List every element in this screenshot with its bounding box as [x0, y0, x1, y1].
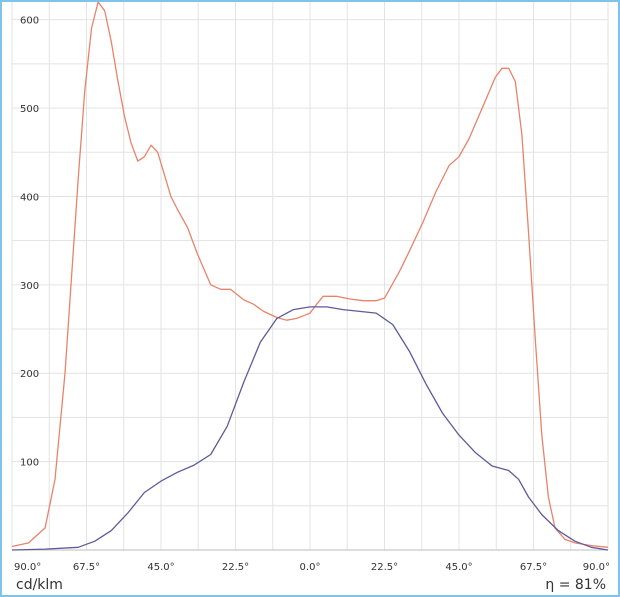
- y-tick-label: 500: [20, 104, 39, 115]
- x-tick-label: 45.0°: [445, 562, 472, 573]
- x-tick-label: 67.5°: [520, 562, 547, 573]
- series-line-2: [11, 306, 609, 551]
- unit-label: cd/klm: [16, 577, 63, 593]
- x-tick-label: 67.5°: [73, 562, 100, 573]
- x-tick-label: 0.0°: [300, 562, 321, 573]
- efficiency-label: η = 81%: [545, 577, 606, 593]
- series-line-1: [11, 2, 609, 548]
- y-tick-label: 400: [20, 192, 39, 203]
- x-tick-label: 22.5°: [371, 562, 398, 573]
- x-tick-label: 90.0°: [14, 562, 41, 573]
- y-tick-label: 300: [20, 281, 39, 292]
- x-tick-label: 45.0°: [147, 562, 174, 573]
- x-tick-label: 90.0°: [583, 562, 610, 573]
- y-tick-label: 600: [20, 16, 39, 27]
- y-tick-label: 200: [20, 369, 39, 380]
- x-tick-label: 22.5°: [222, 562, 249, 573]
- y-tick-label: 100: [20, 458, 39, 469]
